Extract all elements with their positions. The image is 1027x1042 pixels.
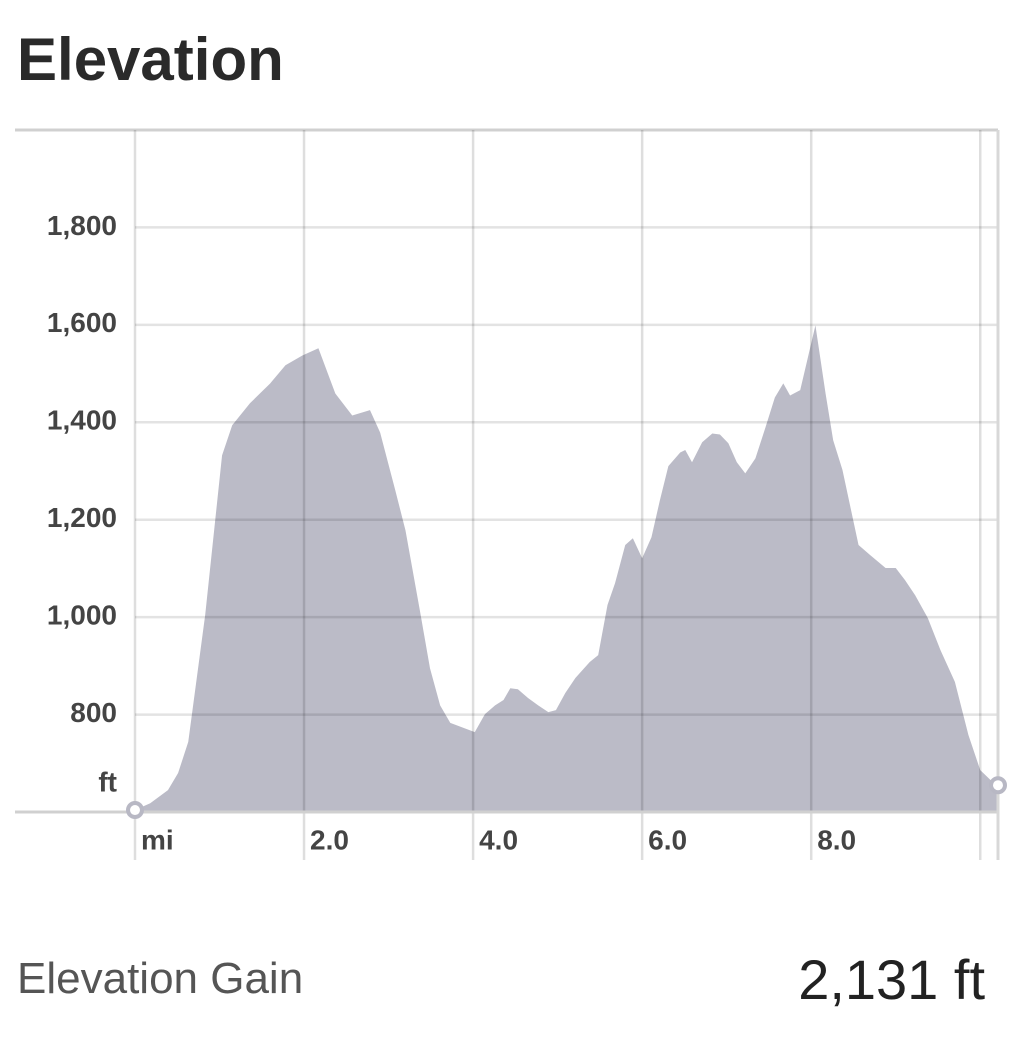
- x-tick-label: 2.0: [310, 824, 349, 855]
- x-tick-label: 6.0: [648, 824, 687, 855]
- y-tick-label: 1,600: [47, 307, 117, 338]
- chart-title: Elevation: [17, 26, 284, 93]
- y-tick-label: 1,800: [47, 210, 117, 241]
- y-tick-label: 1,400: [47, 405, 117, 436]
- endpoint-marker: [989, 776, 1007, 795]
- y-axis-label: ft: [98, 766, 117, 797]
- elevation-area: [135, 325, 998, 812]
- y-tick-label: 800: [70, 697, 117, 728]
- x-tick-label: 4.0: [479, 824, 518, 855]
- summary-label: Elevation Gain: [17, 954, 303, 1003]
- plot: 800 1,000 1,200 1,400 1,600 1,800 mi 2.0 4.0 6.0 8…: [15, 130, 1007, 860]
- x-tick-label: 8.0: [817, 824, 856, 855]
- y-tick-label: 1,200: [47, 502, 117, 533]
- endpoint-marker: [126, 801, 144, 820]
- x-tick-label: mi: [141, 824, 174, 855]
- y-tick-label: 1,000: [47, 600, 117, 631]
- summary-value: 2,131 ft: [798, 948, 985, 1011]
